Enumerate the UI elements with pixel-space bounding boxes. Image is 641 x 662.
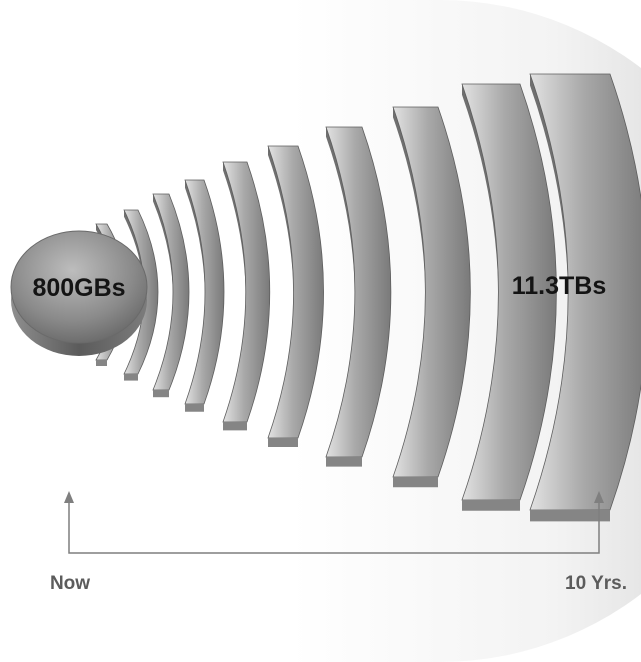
- arc-bottom-edge: [124, 374, 138, 381]
- timeline-axis: [68, 498, 600, 554]
- axis-start-label: Now: [50, 573, 90, 594]
- end-capacity-label: 11.3TBs: [512, 272, 607, 300]
- arc-bottom-edge: [530, 510, 610, 522]
- arrow-up-icon: [64, 491, 74, 503]
- arc-bottom-edge: [153, 390, 169, 398]
- arc-bottom-edge: [96, 360, 107, 366]
- arc-segment: [184, 179, 225, 405]
- arc-segment: [222, 161, 271, 423]
- arc-bottom-edge: [462, 500, 520, 511]
- arc-bottom-edge: [185, 404, 204, 412]
- arrow-up-icon: [594, 491, 604, 503]
- axis-end-label: 10 Yrs.: [565, 573, 627, 594]
- arc-bottom-edge: [268, 438, 298, 447]
- start-capacity-label: 800GBs: [32, 274, 125, 302]
- arc-bottom-edge: [393, 477, 438, 488]
- timeline-line: [68, 498, 600, 554]
- start-disc: [10, 230, 148, 356]
- growth-arcs: [95, 73, 641, 522]
- arc-bottom-edge: [223, 422, 247, 431]
- arc-bottom-edge: [326, 457, 362, 467]
